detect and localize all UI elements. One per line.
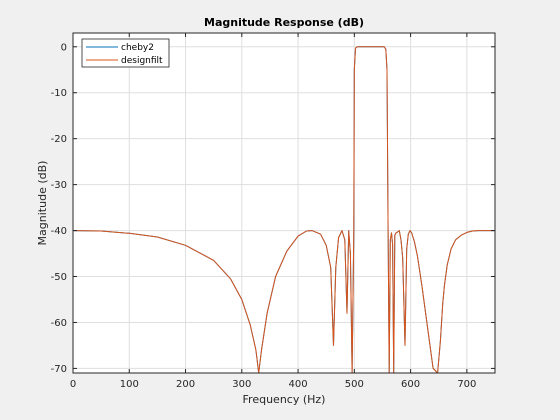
legend[interactable]: cheby2 designfilt (81, 38, 170, 68)
series-lines (72, 46, 495, 374)
x-tick-label: 0 (70, 379, 76, 390)
legend-box (81, 38, 170, 68)
y-axis-label: Magnitude (dB) (36, 161, 49, 246)
y-tick-label: 0 (61, 42, 67, 53)
y-tick-label: -50 (51, 272, 67, 283)
y-tick-label: -40 (51, 226, 67, 237)
tick-labels: 0 100 200 300 400 500 600 700 0 -10 -20 -30 -40 -50 -6… (51, 42, 477, 390)
x-tick-label: 200 (176, 379, 195, 390)
plot-background (73, 33, 495, 373)
y-tick-label: -70 (51, 364, 67, 375)
chart-title: Magnitude Response (dB) (204, 16, 364, 29)
legend-label-cheby2: cheby2 (121, 43, 154, 53)
x-axis-label: Frequency (Hz) (243, 393, 326, 406)
plot-frame (72, 32, 496, 374)
x-tick-label: 400 (289, 379, 308, 390)
ticks (72, 33, 495, 373)
x-tick-label: 100 (120, 379, 139, 390)
y-tick-label: -30 (51, 180, 67, 191)
legend-label-designfilt: designfilt (121, 56, 163, 66)
y-tick-label: -20 (51, 134, 67, 145)
y-tick-label: -60 (51, 318, 67, 329)
x-tick-label: 300 (232, 379, 251, 390)
x-tick-label: 500 (345, 379, 364, 390)
x-tick-label: 700 (457, 379, 476, 390)
y-tick-label: -10 (51, 88, 67, 99)
series-line-designfilt (72, 46, 495, 374)
x-tick-label: 600 (401, 379, 420, 390)
